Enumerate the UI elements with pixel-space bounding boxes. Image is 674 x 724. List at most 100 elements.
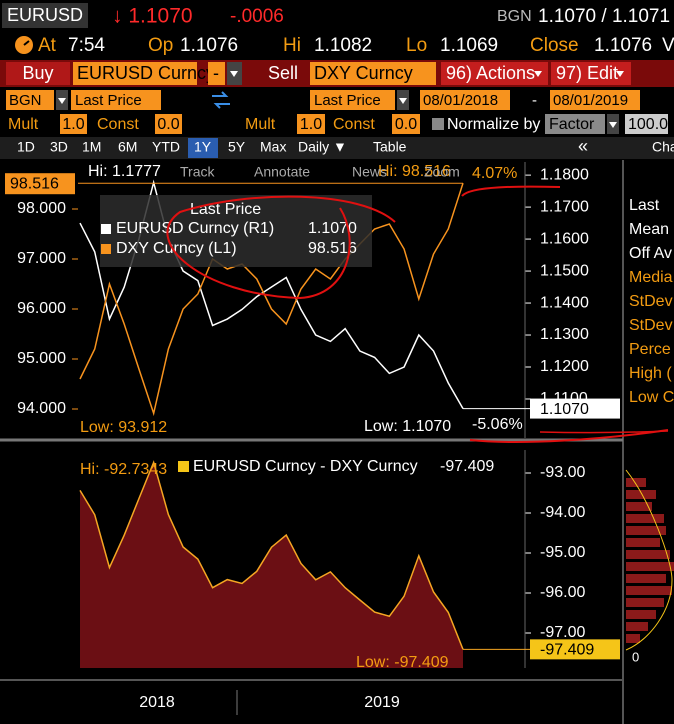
legend-swatch — [101, 224, 111, 234]
stat-label: StDev — [629, 293, 673, 310]
end-date: 08/01/2019 — [553, 92, 628, 109]
stat-label: StDev — [629, 317, 673, 334]
histogram-curve — [625, 469, 673, 651]
factor-value-field[interactable] — [625, 114, 668, 134]
legend-label: DXY Curncy (L1) — [116, 240, 237, 257]
factor-value: 100.0 — [628, 116, 668, 133]
date-field[interactable] — [420, 90, 510, 110]
y-tick-label: 1.1300 — [540, 326, 589, 343]
histogram-bar — [626, 574, 666, 583]
param-label: Mult — [245, 116, 276, 133]
field-box[interactable] — [310, 90, 395, 110]
date-dash: - — [532, 92, 537, 109]
series-line — [79, 182, 464, 417]
histogram-bar — [626, 478, 646, 487]
last-value-tag — [530, 398, 620, 419]
y-tick-label: 98.000 — [17, 200, 66, 217]
edit-menu[interactable] — [551, 62, 631, 85]
actions-menu[interactable] — [441, 62, 548, 85]
legend-swatch — [101, 244, 111, 254]
period-button[interactable]: 3D — [50, 139, 68, 155]
param-field[interactable] — [60, 114, 87, 134]
annotation: Low: 1.1070 — [364, 418, 451, 435]
chart-tool[interactable]: Zoom — [424, 164, 460, 180]
security-field[interactable] — [73, 62, 197, 85]
param-field[interactable] — [392, 114, 420, 134]
histogram-bar — [626, 526, 666, 535]
buy-button[interactable] — [6, 62, 70, 85]
last-value-tag-label: -97.409 — [540, 642, 594, 659]
table-button[interactable]: Table — [373, 139, 407, 155]
date-field[interactable] — [550, 90, 640, 110]
dropdown-arrow — [534, 71, 542, 77]
legend-title: Last Price — [190, 201, 261, 218]
security-1: EURUSD Curncy — [77, 63, 215, 83]
dropdown-arrow — [399, 98, 407, 104]
operator-field[interactable] — [208, 62, 225, 85]
quote-high: 1.1082 — [314, 35, 372, 56]
period-button[interactable]: 1Y — [194, 139, 212, 155]
field-1: Last Price — [75, 92, 142, 109]
y-tick-label: 1.1500 — [540, 262, 589, 279]
swap-icon[interactable] — [212, 91, 230, 109]
period-button[interactable]: 6M — [118, 139, 137, 155]
histogram-bar — [626, 598, 664, 607]
y-tick-label: 1.1400 — [540, 294, 589, 311]
dropdown-arrow — [609, 122, 617, 128]
quote-high-label: Hi — [283, 35, 301, 56]
chart-tool[interactable]: Track — [180, 164, 215, 180]
period-button[interactable]: 1D — [17, 139, 35, 155]
checkbox[interactable] — [432, 118, 444, 130]
security-field[interactable] — [310, 62, 436, 85]
period-button[interactable]: Max — [260, 139, 286, 155]
chart-tool[interactable]: News — [352, 164, 387, 180]
annotation: Hi: 1.1777 — [88, 163, 161, 180]
histogram-bar — [626, 562, 674, 571]
param-label: Const — [97, 116, 139, 133]
histogram-axis-label: 0 — [632, 649, 639, 664]
param-field[interactable] — [297, 114, 325, 134]
y-tick-label: -97.00 — [540, 624, 585, 641]
y-tick-label: 95.000 — [17, 350, 66, 367]
legend-value: -97.409 — [440, 458, 494, 475]
annotation: Low: -97.409 — [356, 654, 449, 671]
collapse-button[interactable]: « — [578, 136, 588, 156]
source-field[interactable] — [6, 90, 54, 110]
y-tick-label: 1.1200 — [540, 358, 589, 375]
quote-open: 1.1076 — [180, 35, 238, 56]
stat-label: Mean — [629, 221, 669, 238]
histogram-bar — [626, 502, 652, 511]
legend-label: EURUSD Curncy - DXY Curncy — [193, 458, 418, 475]
y-tick-label: 94.000 — [17, 400, 66, 417]
area-fill — [80, 462, 463, 668]
period-button[interactable]: 5Y — [228, 139, 246, 155]
red-annotation — [166, 195, 396, 300]
last-value-tag-label: 98.516 — [10, 175, 59, 192]
bid-ask: 1.1070 / 1.1071 — [538, 6, 670, 27]
period-button[interactable]: 1M — [82, 139, 101, 155]
param-field[interactable] — [155, 114, 182, 134]
quote-open-label: Op — [148, 35, 173, 56]
histogram-bar — [626, 550, 670, 559]
period-button[interactable]: YTD — [152, 139, 180, 155]
last-value-tag-label: 1.1070 — [540, 401, 589, 418]
frequency[interactable]: Daily ▼ — [298, 139, 347, 155]
param-label: Mult — [8, 116, 39, 133]
field-box[interactable] — [71, 90, 161, 110]
legend-value: 1.1070 — [308, 220, 357, 237]
price: ↓ 1.1070 — [112, 5, 193, 28]
quote-low: 1.1069 — [440, 35, 498, 56]
chart-tab[interactable]: Cha — [652, 139, 674, 155]
selected-period — [188, 138, 218, 158]
quote-close-label: Close — [530, 35, 579, 56]
histogram-bar — [626, 514, 664, 523]
x-tick-label: 2018 — [139, 694, 175, 711]
legend-label: EURUSD Curncy (R1) — [116, 220, 274, 237]
histogram-bar — [626, 610, 656, 619]
y-tick-label: -93.00 — [540, 464, 585, 481]
annotation: -5.06% — [472, 416, 523, 433]
factor-field[interactable] — [545, 114, 605, 134]
chart-tool[interactable]: Annotate — [254, 164, 310, 180]
dropdown-arrow — [616, 71, 624, 77]
